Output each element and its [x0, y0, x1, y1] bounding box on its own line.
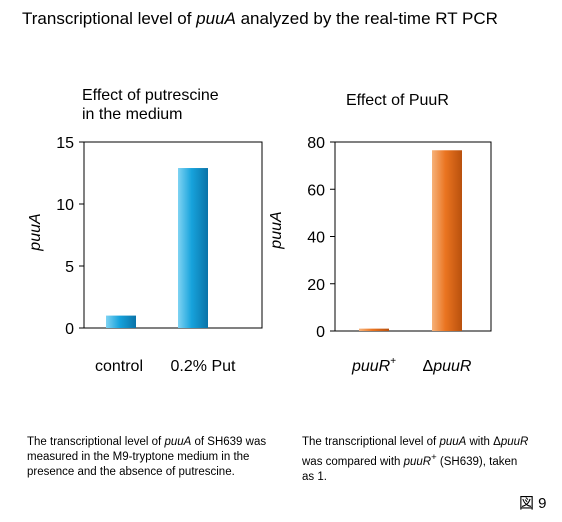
right-caption-gene3: puuR [403, 455, 432, 468]
right-caption: The transcriptional level of puuA with Δ… [302, 435, 532, 485]
left-y-tick-label: 0 [65, 321, 74, 338]
left-y-axis-label: puuA [27, 213, 44, 251]
right-caption-part2: with [466, 436, 494, 448]
left-category-label-0: control [95, 358, 143, 375]
left-caption-part2: of SH639 was measured in the M9-tryptone… [27, 436, 267, 478]
left-y-tick-label: 5 [65, 259, 74, 276]
left-chart: 0 5 10 15 puuA control 0.2% Put [27, 135, 263, 375]
left-y-tick-label: 15 [56, 135, 74, 152]
left-y-tick-label: 10 [56, 197, 74, 214]
right-y-tick-label: 40 [307, 230, 325, 247]
category-superscript: + [390, 356, 396, 367]
left-category-label-1: 0.2% Put [171, 358, 236, 375]
right-caption-sup: + [431, 452, 437, 463]
right-chart-title: Effect of PuuR [346, 92, 449, 109]
left-bar-0 [106, 315, 136, 328]
right-caption-gene1: puuA [439, 436, 467, 448]
left-caption-part1: The transcriptional level of [27, 436, 165, 448]
title-gene: puuA [196, 9, 236, 28]
left-chart-title: Effect of putrescine in the medium [82, 86, 219, 124]
left-plot-frame [83, 141, 263, 329]
right-y-tick-label: 80 [307, 135, 325, 152]
title-prefix: Transcriptional level of [22, 9, 197, 28]
right-plot-frame [334, 141, 492, 332]
right-caption-delta: Δ [493, 436, 501, 448]
category-delta: Δ [423, 358, 434, 375]
right-caption-part1: The transcriptional level of [302, 436, 440, 448]
page-title: Transcriptional level of puuA analyzed b… [22, 9, 498, 29]
title-suffix: analyzed by the real-time RT PCR [235, 9, 498, 28]
category-gene: puuR [351, 358, 391, 375]
right-category-label-1: ΔpuuR [423, 358, 472, 375]
right-bar-1 [432, 150, 462, 331]
left-bar-1 [178, 168, 208, 328]
category-gene: puuR [432, 358, 472, 375]
right-caption-gene2: puuR [500, 436, 529, 448]
right-y-axis-label: puuA [268, 211, 285, 249]
right-y-tick-label: 60 [307, 182, 325, 199]
left-caption-gene: puuA [164, 436, 192, 448]
right-caption-part4: (SH639), taken as 1. [302, 455, 518, 483]
right-y-tick-label: 20 [307, 277, 325, 294]
right-category-label-0: puuR+ [351, 356, 396, 375]
left-caption: The transcriptional level of puuA of SH6… [27, 435, 277, 480]
left-chart-title-line2: in the medium [82, 106, 183, 123]
right-caption-part3: was compared with [302, 455, 404, 468]
figure-label: 図 9 [519, 495, 547, 512]
left-chart-title-line1: Effect of putrescine [82, 87, 219, 104]
right-bar-0 [359, 328, 389, 331]
right-y-tick-label: 0 [316, 324, 325, 341]
